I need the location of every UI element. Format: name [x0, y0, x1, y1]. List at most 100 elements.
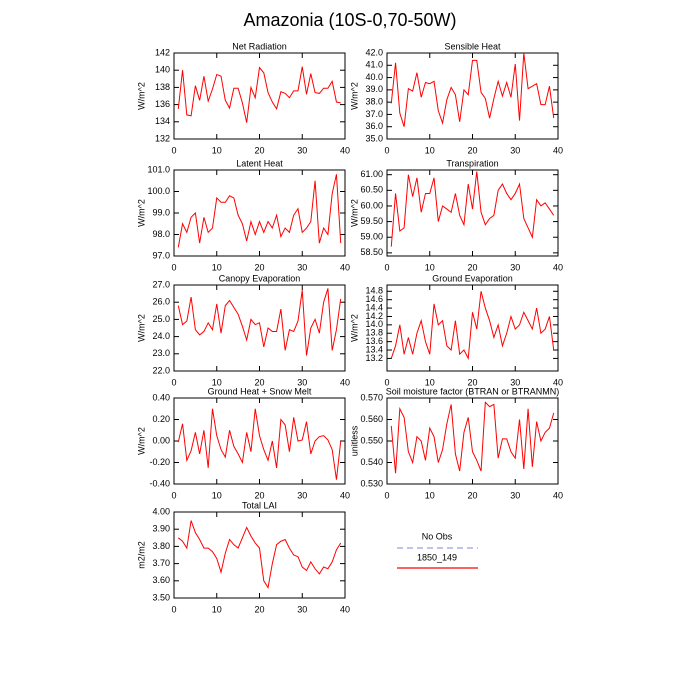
panel-title: Ground Heat + Snow Melt	[208, 386, 312, 396]
y-tick-label: 24.0	[152, 331, 170, 341]
x-tick-label: 20	[467, 262, 477, 272]
data-line	[177, 520, 342, 590]
y-tick-label: 138	[155, 82, 170, 92]
x-tick-label: 40	[553, 377, 563, 387]
y-tick-label: 13.4	[365, 344, 383, 354]
y-tick-label: 60.50	[360, 185, 383, 195]
data-line	[177, 66, 341, 123]
x-tick-label: 10	[425, 377, 435, 387]
x-tick-label: 20	[467, 145, 477, 155]
x-tick-label: 20	[254, 377, 264, 387]
x-tick-label: 10	[212, 604, 222, 614]
x-tick-label: 0	[384, 490, 389, 500]
x-tick-label: 0	[171, 145, 176, 155]
y-tick-label: 42.0	[365, 47, 383, 57]
x-tick-label: 20	[254, 145, 264, 155]
x-tick-label: 0	[384, 145, 389, 155]
legend-label: No Obs	[422, 531, 453, 541]
panel-title: Canopy Evaporation	[219, 273, 301, 283]
panel-title: Sensible Heat	[444, 41, 501, 51]
y-tick-label: 14.4	[365, 302, 383, 312]
x-tick-label: 30	[510, 145, 520, 155]
x-tick-label: 20	[254, 604, 264, 614]
y-tick-label: 59.00	[360, 232, 383, 242]
x-tick-label: 40	[340, 604, 350, 614]
y-tick-label: 14.0	[365, 319, 383, 329]
panel-title: Net Radiation	[232, 41, 287, 51]
x-tick-label: 0	[384, 262, 389, 272]
y-tick-label: 40.0	[365, 72, 383, 82]
y-tick-label: 38.0	[365, 97, 383, 107]
y-tick-label: 36.0	[365, 121, 383, 131]
y-axis-label: W/m^2	[349, 314, 359, 342]
y-tick-label: 132	[155, 133, 170, 143]
y-tick-label: 99.0	[152, 207, 170, 217]
x-tick-label: 10	[425, 262, 435, 272]
y-tick-label: 4.00	[152, 506, 170, 516]
x-tick-label: 20	[254, 490, 264, 500]
y-tick-label: 0.550	[360, 435, 383, 445]
panel-title: Latent Heat	[236, 158, 283, 168]
data-line	[390, 52, 555, 127]
y-axis-label: W/m^2	[136, 314, 146, 342]
y-tick-label: 3.50	[152, 592, 170, 602]
y-tick-label: 59.50	[360, 216, 383, 226]
y-axis-label: unitless	[349, 425, 359, 456]
x-tick-label: 40	[340, 145, 350, 155]
x-tick-label: 30	[510, 490, 520, 500]
y-tick-label: 13.8	[365, 328, 383, 338]
data-line	[390, 291, 555, 361]
y-axis-label: W/m^2	[349, 82, 359, 110]
y-tick-label: 61.00	[360, 169, 383, 179]
y-tick-label: 142	[155, 47, 170, 57]
y-tick-label: 58.50	[360, 247, 383, 257]
y-tick-label: 3.60	[152, 575, 170, 585]
y-tick-label: 3.80	[152, 541, 170, 551]
x-tick-label: 40	[553, 262, 563, 272]
panel-title: Total LAI	[242, 500, 277, 510]
x-tick-label: 10	[212, 377, 222, 387]
y-tick-label: 13.2	[365, 353, 383, 363]
x-tick-label: 30	[297, 262, 307, 272]
x-tick-label: 40	[340, 377, 350, 387]
x-tick-label: 20	[467, 377, 477, 387]
x-tick-label: 30	[510, 262, 520, 272]
panel-title: Transpiration	[446, 158, 498, 168]
y-tick-label: 0.570	[360, 392, 383, 402]
y-tick-label: 101.0	[147, 164, 170, 174]
x-tick-label: 10	[212, 262, 222, 272]
x-tick-label: 40	[340, 262, 350, 272]
y-tick-label: -0.20	[149, 457, 170, 467]
x-tick-label: 30	[297, 604, 307, 614]
y-tick-label: 60.00	[360, 200, 383, 210]
y-tick-label: 0.40	[152, 392, 170, 402]
x-tick-label: 40	[553, 145, 563, 155]
y-tick-label: 0.530	[360, 478, 383, 488]
panel-title: Ground Evaporation	[432, 273, 513, 283]
x-tick-label: 20	[254, 262, 264, 272]
y-axis-label: m2/m2	[136, 541, 146, 569]
y-tick-label: 37.0	[365, 109, 383, 119]
x-tick-label: 0	[171, 604, 176, 614]
data-line	[177, 408, 342, 480]
y-tick-label: 97.0	[152, 250, 170, 260]
x-tick-label: 10	[425, 490, 435, 500]
y-tick-label: 0.560	[360, 414, 383, 424]
y-tick-label: 3.70	[152, 558, 170, 568]
y-tick-label: 14.6	[365, 294, 383, 304]
x-tick-label: 40	[553, 490, 563, 500]
y-tick-label: 41.0	[365, 60, 383, 70]
y-tick-label: 136	[155, 99, 170, 109]
x-tick-label: 10	[212, 490, 222, 500]
y-tick-label: 26.0	[152, 297, 170, 307]
y-tick-label: 14.8	[365, 286, 383, 296]
x-tick-label: 30	[297, 490, 307, 500]
y-axis-label: W/m^2	[349, 199, 359, 227]
y-tick-label: 0.540	[360, 457, 383, 467]
y-tick-label: 134	[155, 116, 170, 126]
y-tick-label: 13.6	[365, 336, 383, 346]
x-tick-label: 10	[212, 145, 222, 155]
data-line	[390, 171, 555, 247]
